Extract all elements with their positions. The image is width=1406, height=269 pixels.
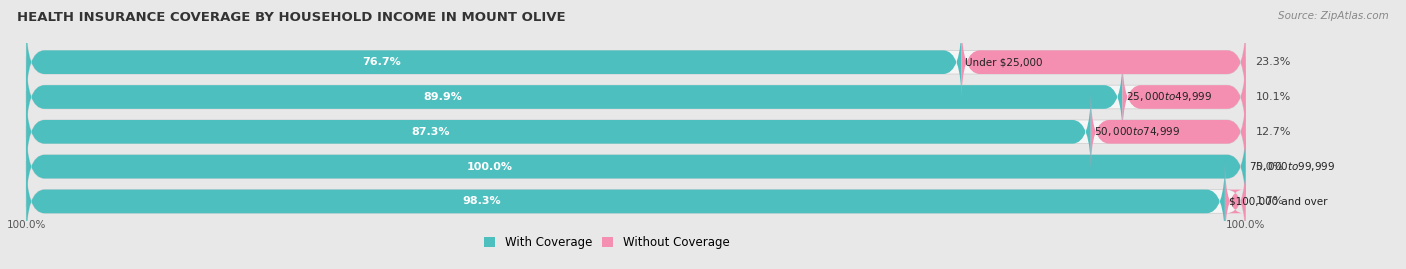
- FancyBboxPatch shape: [27, 161, 1246, 242]
- Text: Source: ZipAtlas.com: Source: ZipAtlas.com: [1278, 11, 1389, 21]
- Text: HEALTH INSURANCE COVERAGE BY HOUSEHOLD INCOME IN MOUNT OLIVE: HEALTH INSURANCE COVERAGE BY HOUSEHOLD I…: [17, 11, 565, 24]
- FancyBboxPatch shape: [27, 91, 1091, 172]
- FancyBboxPatch shape: [1225, 161, 1246, 242]
- FancyBboxPatch shape: [27, 126, 1246, 207]
- Text: 23.3%: 23.3%: [1256, 57, 1291, 67]
- FancyBboxPatch shape: [1122, 56, 1246, 137]
- FancyBboxPatch shape: [962, 22, 1246, 102]
- Text: 100.0%: 100.0%: [7, 220, 46, 229]
- Text: 100.0%: 100.0%: [1226, 220, 1265, 229]
- Text: 89.9%: 89.9%: [423, 92, 463, 102]
- Text: 0.0%: 0.0%: [1256, 162, 1284, 172]
- Text: $25,000 to $49,999: $25,000 to $49,999: [1126, 90, 1212, 104]
- Text: $100,000 and over: $100,000 and over: [1229, 196, 1327, 206]
- FancyBboxPatch shape: [27, 161, 1225, 242]
- FancyBboxPatch shape: [27, 56, 1122, 137]
- Legend: With Coverage, Without Coverage: With Coverage, Without Coverage: [479, 231, 734, 254]
- FancyBboxPatch shape: [27, 22, 962, 102]
- Text: Under $25,000: Under $25,000: [965, 57, 1043, 67]
- Text: 1.7%: 1.7%: [1256, 196, 1284, 206]
- FancyBboxPatch shape: [27, 22, 1246, 102]
- FancyBboxPatch shape: [27, 126, 1246, 207]
- FancyBboxPatch shape: [1091, 91, 1246, 172]
- Text: 87.3%: 87.3%: [412, 127, 450, 137]
- Text: $50,000 to $74,999: $50,000 to $74,999: [1094, 125, 1181, 138]
- Text: 98.3%: 98.3%: [463, 196, 501, 206]
- Text: $75,000 to $99,999: $75,000 to $99,999: [1250, 160, 1336, 173]
- Text: 12.7%: 12.7%: [1256, 127, 1291, 137]
- Text: 100.0%: 100.0%: [467, 162, 513, 172]
- FancyBboxPatch shape: [27, 91, 1246, 172]
- FancyBboxPatch shape: [27, 56, 1246, 137]
- Text: 76.7%: 76.7%: [363, 57, 401, 67]
- Text: 10.1%: 10.1%: [1256, 92, 1291, 102]
